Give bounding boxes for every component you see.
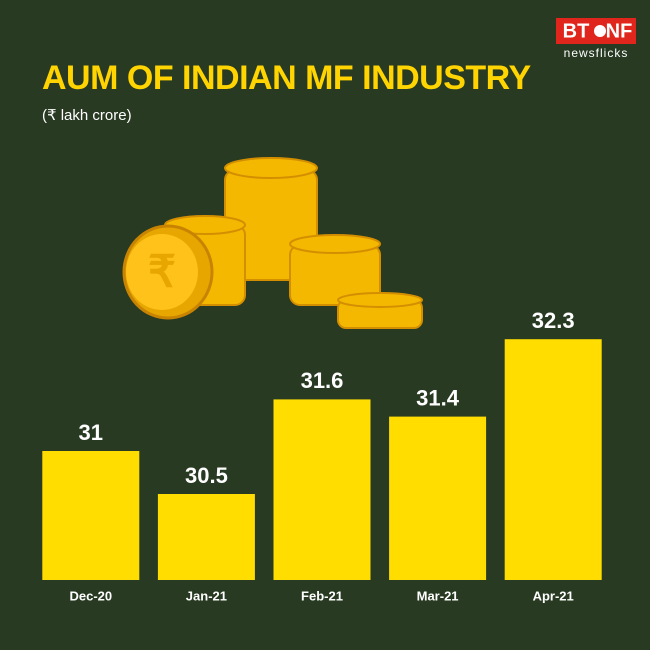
logo-suffix: NF <box>606 20 633 42</box>
svg-text:₹: ₹ <box>148 248 176 297</box>
x-tick-label: Mar-21 <box>417 588 459 603</box>
bar <box>504 339 602 580</box>
value-label: 31.6 <box>301 368 344 393</box>
chart-title: AUM OF INDIAN MF INDUSTRY <box>42 59 531 97</box>
value-label: 31.4 <box>416 385 460 410</box>
x-tick-label: Apr-21 <box>533 588 574 603</box>
logo-tagline: newsflicks <box>564 46 629 60</box>
x-tick-label: Jan-21 <box>186 588 227 603</box>
value-label: 30.5 <box>185 463 228 488</box>
bar <box>42 451 140 580</box>
coins-illustration: ₹ <box>122 157 423 329</box>
x-tick-label: Dec-20 <box>69 588 112 603</box>
logo-dot <box>594 25 606 37</box>
chart-subtitle: (₹ lakh crore) <box>42 107 132 124</box>
value-label: 32.3 <box>532 308 575 333</box>
bar <box>389 416 487 580</box>
x-tick-label: Feb-21 <box>301 588 343 603</box>
logo-brand: BT <box>563 20 590 42</box>
bar <box>273 399 371 580</box>
value-label: 31 <box>79 420 103 445</box>
logo: BT NF newsflicks <box>556 18 636 60</box>
bar <box>157 494 255 580</box>
